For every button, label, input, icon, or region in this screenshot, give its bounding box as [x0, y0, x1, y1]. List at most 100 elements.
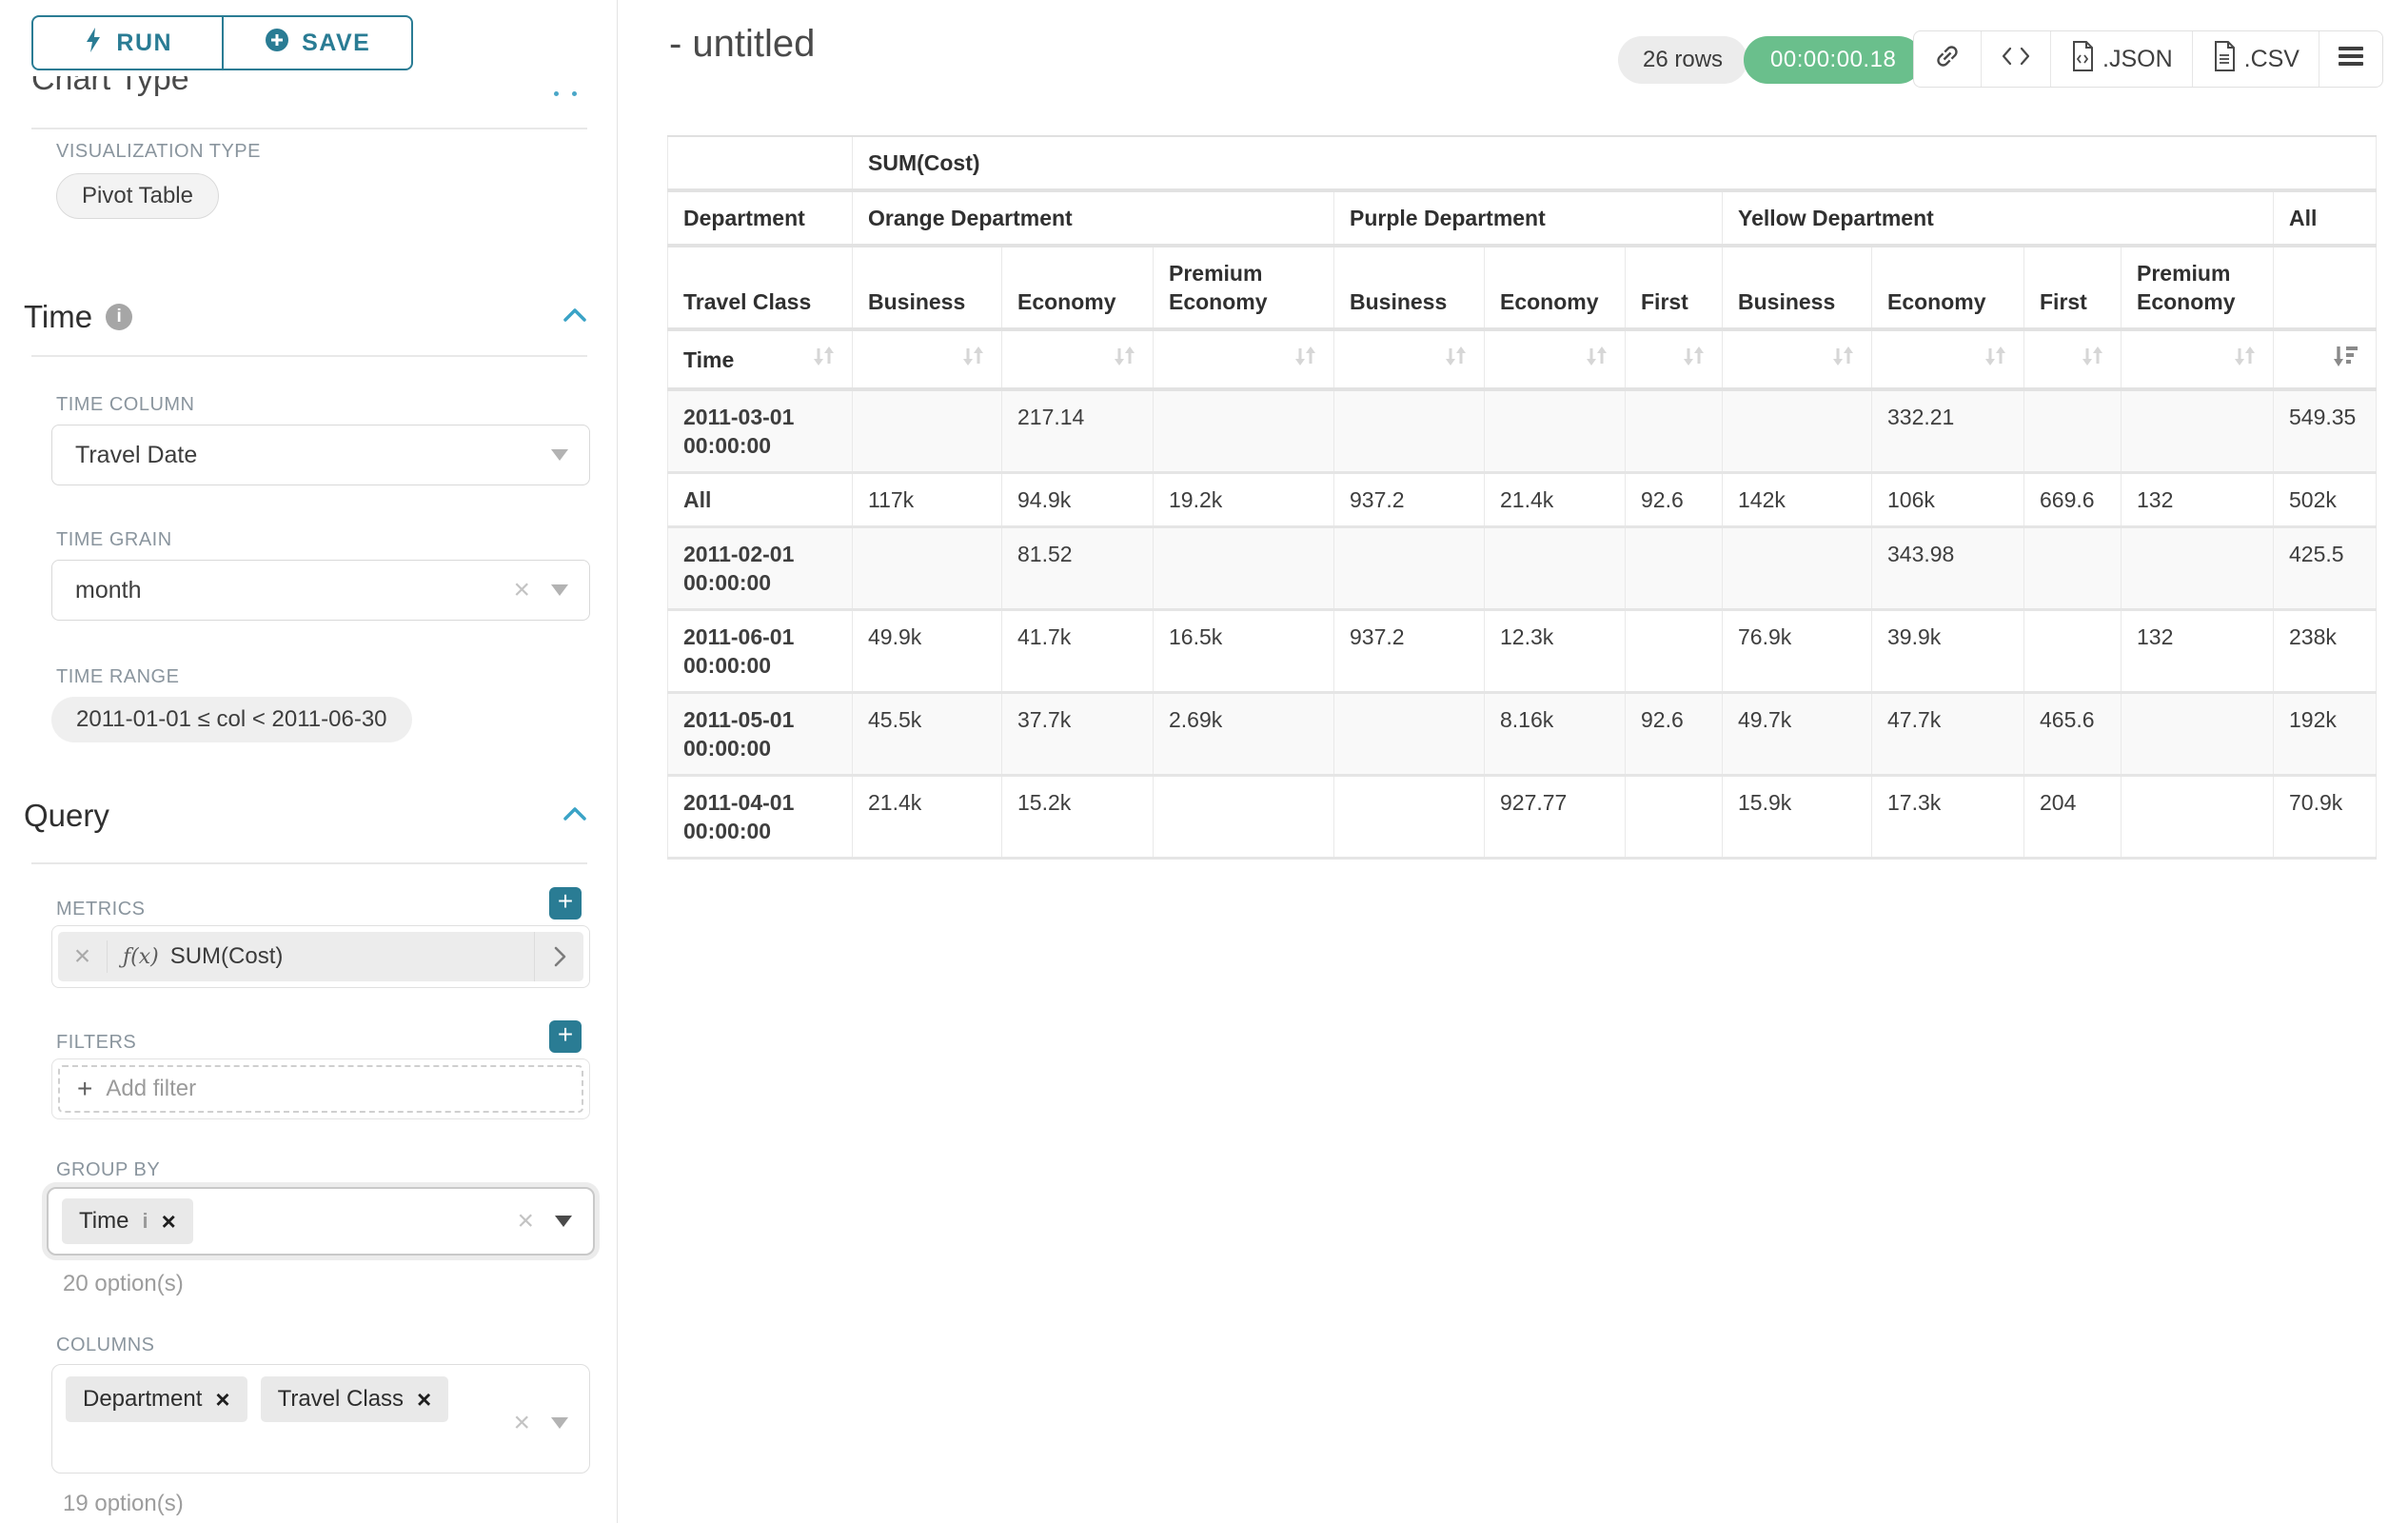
- pivot-row-label: All: [668, 473, 853, 527]
- remove-metric-icon[interactable]: ×: [58, 940, 108, 973]
- chevron-up-icon[interactable]: [563, 307, 587, 328]
- csv-file-icon: [2212, 41, 2237, 78]
- selected-chip[interactable]: Travel Class×: [261, 1376, 449, 1422]
- chip-label: Time: [79, 1208, 128, 1235]
- pivot-cell: 49.7k: [1723, 693, 1872, 776]
- pivot-cell: 937.2: [1334, 473, 1485, 527]
- pivot-cell: 343.98: [1872, 527, 2024, 610]
- pivot-corner-cell: [668, 136, 853, 190]
- pivot-cell: [2122, 693, 2274, 776]
- pivot-cell: 76.9k: [1723, 610, 1872, 693]
- pivot-cell: 15.9k: [1723, 776, 1872, 859]
- group-by-options-hint: 20 option(s): [63, 1271, 184, 1297]
- add-filter-button[interactable]: + Add filter: [58, 1065, 583, 1113]
- info-icon[interactable]: i: [106, 304, 132, 330]
- pivot-column-header: Business: [1334, 246, 1485, 329]
- group-by-select[interactable]: Timei× ×: [47, 1187, 595, 1256]
- json-file-icon: [2070, 41, 2095, 78]
- sort-icon[interactable]: [959, 349, 986, 374]
- sort-icon[interactable]: [2079, 349, 2105, 374]
- pivot-table: SUM(Cost)DepartmentOrange DepartmentPurp…: [667, 135, 2377, 860]
- pivot-cell: 41.7k: [1002, 610, 1154, 693]
- menu-button[interactable]: [2319, 31, 2382, 87]
- selected-chip[interactable]: Department×: [66, 1376, 247, 1422]
- divider: [31, 128, 587, 129]
- pivot-cell: 549.35: [2274, 389, 2377, 473]
- sort-icon[interactable]: [1442, 349, 1469, 374]
- time-column-label: TIME COLUMN: [56, 394, 195, 416]
- pivot-cell: [2024, 527, 2122, 610]
- pivot-cell: [1334, 527, 1485, 610]
- pivot-column-header: [2274, 246, 2377, 329]
- pivot-data-row: All117k94.9k19.2k937.221.4k92.6142k106k6…: [668, 473, 2377, 527]
- save-button-label: SAVE: [302, 30, 370, 57]
- pivot-row-label: 2011-03-01 00:00:00: [668, 389, 853, 473]
- function-icon: ƒ(x): [123, 945, 159, 969]
- pivot-cell: 21.4k: [1485, 473, 1626, 527]
- row-count-badge: 26 rows: [1618, 36, 1747, 84]
- run-button[interactable]: RUN: [33, 17, 222, 69]
- sort-icon[interactable]: [1583, 349, 1609, 374]
- time-column-select[interactable]: Travel Date: [51, 425, 590, 485]
- chevron-up-icon[interactable]: [563, 805, 587, 827]
- columns-options-hint: 19 option(s): [63, 1491, 184, 1517]
- export-json-button[interactable]: .JSON: [2050, 31, 2192, 87]
- time-grain-select[interactable]: month ×: [51, 560, 590, 621]
- pivot-cell: 132: [2122, 473, 2274, 527]
- chart-title[interactable]: - untitled: [669, 23, 815, 66]
- pivot-cell: 21.4k: [853, 776, 1002, 859]
- columns-select[interactable]: Department× Travel Class× ×: [51, 1364, 590, 1474]
- sort-icon[interactable]: [1292, 349, 1318, 374]
- remove-chip-icon[interactable]: ×: [162, 1209, 176, 1234]
- chevron-right-icon[interactable]: [534, 932, 583, 981]
- caret-down-icon: [551, 584, 568, 596]
- pivot-cell: 217.14: [1002, 389, 1154, 473]
- pivot-cell: 15.2k: [1002, 776, 1154, 859]
- pivot-cell: [1334, 389, 1485, 473]
- remove-chip-icon[interactable]: ×: [215, 1387, 229, 1412]
- clipped-chevron-dots: [554, 91, 582, 97]
- clear-icon[interactable]: ×: [517, 1207, 534, 1236]
- pivot-cell: [1626, 527, 1723, 610]
- pivot-cell: [1154, 527, 1334, 610]
- embed-code-button[interactable]: [1981, 31, 2050, 87]
- time-section-header: Time i: [24, 299, 587, 335]
- chart-actions-group: .JSON .CSV: [1913, 30, 2383, 88]
- sort-icon[interactable]: [2231, 349, 2258, 374]
- sort-icon[interactable]: [1680, 349, 1707, 374]
- hamburger-menu-icon: [2339, 46, 2363, 73]
- sort-desc-icon[interactable]: [2332, 349, 2360, 374]
- sort-icon[interactable]: [1111, 349, 1137, 374]
- sort-icon[interactable]: [810, 343, 837, 376]
- add-filter-plus-button[interactable]: +: [549, 1020, 582, 1053]
- pivot-cell: [2122, 527, 2274, 610]
- clear-icon[interactable]: ×: [513, 576, 530, 604]
- filters-label: FILTERS: [56, 1032, 136, 1054]
- copy-link-button[interactable]: [1914, 31, 1981, 87]
- add-metric-button[interactable]: +: [549, 887, 582, 920]
- pivot-cell: 37.7k: [1002, 693, 1154, 776]
- pivot-cell: 465.6: [2024, 693, 2122, 776]
- time-section-title: Time: [24, 299, 92, 335]
- save-button[interactable]: SAVE: [222, 17, 412, 69]
- clear-icon[interactable]: ×: [513, 1409, 530, 1437]
- pivot-cell: 937.2: [1334, 610, 1485, 693]
- pivot-cell: 94.9k: [1002, 473, 1154, 527]
- sort-icon[interactable]: [1982, 349, 2008, 374]
- pivot-cell: 47.7k: [1872, 693, 2024, 776]
- panel-divider[interactable]: [617, 0, 618, 1523]
- time-column-value: Travel Date: [75, 442, 197, 469]
- export-csv-button[interactable]: .CSV: [2192, 31, 2319, 87]
- sort-icon[interactable]: [1829, 349, 1856, 374]
- metrics-label: METRICS: [56, 899, 146, 920]
- remove-chip-icon[interactable]: ×: [417, 1387, 431, 1412]
- selected-chip[interactable]: Timei×: [62, 1198, 193, 1244]
- pivot-cell: [1626, 389, 1723, 473]
- pivot-table-container: SUM(Cost)DepartmentOrange DepartmentPurp…: [667, 135, 2377, 860]
- time-range-pill[interactable]: 2011-01-01 ≤ col < 2011-06-30: [51, 697, 412, 742]
- metric-pill[interactable]: × ƒ(x) SUM(Cost): [58, 932, 583, 981]
- pivot-cell: [853, 527, 1002, 610]
- pivot-cell: [1154, 776, 1334, 859]
- caret-down-icon: [551, 1417, 568, 1429]
- visualization-type-pill[interactable]: Pivot Table: [56, 173, 219, 219]
